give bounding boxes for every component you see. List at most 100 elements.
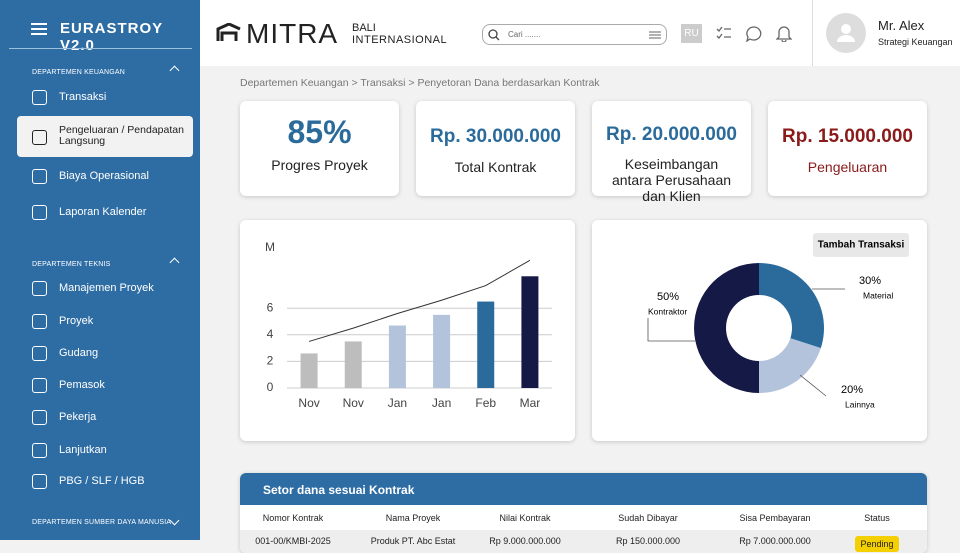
logo-sub: INTERNASIONAL <box>352 34 448 46</box>
stat-card: Rp. 30.000.000 Total Kontrak <box>416 101 575 196</box>
x-tick-label: Nov <box>298 396 319 410</box>
stat-label: Pengeluaran <box>807 159 888 175</box>
logo: MITRA <box>246 18 339 49</box>
y-tick-label: 2 <box>267 354 274 368</box>
menu-icon <box>32 314 47 329</box>
donut-chart-card: Tambah Transaksi 30% Material 20% Lainnya 50%… <box>592 220 927 441</box>
menu-icon <box>32 346 47 361</box>
leader-line <box>799 374 827 397</box>
add-transaction-button[interactable] <box>813 233 909 257</box>
menu-icon <box>32 205 47 220</box>
chat-icon[interactable] <box>746 26 762 42</box>
bar <box>300 353 318 388</box>
table-cell: Rp 150.000.000 <box>615 536 681 546</box>
topbar: MITRA BALI INTERNASIONAL Cari ....... RU… <box>200 0 960 66</box>
menu-item[interactable]: Gudang <box>59 347 99 359</box>
y-tick-label: 0 <box>267 380 274 394</box>
menu-item[interactable]: Lanjutkan <box>59 444 107 456</box>
stat-card: Rp. 15.000.000 Pengeluaran <box>768 101 927 196</box>
search-box[interactable]: Cari ....... <box>482 24 667 45</box>
slice-percent: 50% <box>657 291 679 303</box>
donut-chart: Tambah Transaksi 30% Material 20% Lainnya 50%… <box>647 233 909 409</box>
bell-icon[interactable] <box>776 25 792 42</box>
status-badge: Pending <box>855 536 899 552</box>
menu-item[interactable]: Pemasok <box>59 379 105 391</box>
y-tick-label: 6 <box>267 300 274 314</box>
stat-value: Rp. 15.000.000 <box>782 125 913 147</box>
x-tick-label: Mar <box>520 396 541 410</box>
search-placeholder: Cari ....... <box>508 30 541 39</box>
tasks-icon[interactable] <box>716 26 732 41</box>
menu-icon <box>32 410 47 425</box>
table-card: Setor dana sesuai Kontrak Nomor Kontrak N… <box>240 473 927 553</box>
stat-card: Rp. 20.000.000 Keseimbangan antara Perusa… <box>592 101 751 204</box>
menu-item[interactable]: PBG / SLF / HGB <box>59 475 145 487</box>
x-tick-label: Nov <box>343 396 364 410</box>
avatar[interactable] <box>826 13 866 53</box>
table-header-bar <box>240 473 927 505</box>
slice-label: Kontraktor <box>648 306 687 316</box>
menu-item[interactable]: Transaksi <box>59 91 107 103</box>
menu-icon[interactable] <box>31 22 47 36</box>
slice-label: Material <box>863 290 893 300</box>
x-tick-label: Jan <box>432 396 451 410</box>
collapse-icon[interactable] <box>169 65 180 76</box>
logo-sub: BALI <box>352 22 376 34</box>
section-title: DEPARTEMEN SUMBER DAYA MANUSIA <box>32 519 172 526</box>
x-tick-label: Jan <box>388 396 407 410</box>
table-cell: Produk PT. Abc Estat <box>370 536 456 546</box>
menu-item[interactable]: Biaya Operasional <box>59 170 149 182</box>
stat-label: Progres Proyek <box>271 157 368 173</box>
divider <box>812 0 813 66</box>
menu-icon <box>32 474 47 489</box>
y-unit-label: M <box>265 240 275 254</box>
app-title: EURASTROY V2.0 <box>60 20 163 54</box>
language-button[interactable]: RU <box>681 24 702 43</box>
menu-item[interactable]: Pengeluaran / Pendapatan Langsung <box>59 124 184 147</box>
button-label[interactable]: Tambah Transaksi <box>818 240 905 251</box>
bar-chart-card: M 0 2 4 6 Nov Nov Jan Jan Feb Mar <box>240 220 575 441</box>
stat-label: Keseimbangan antara Perusahaan dan Klien <box>611 156 732 204</box>
section-title: DEPARTEMEN TEKNIS <box>32 261 111 268</box>
divider <box>9 48 192 49</box>
menu-icon <box>32 378 47 393</box>
logo-mark <box>216 23 241 41</box>
breadcrumb: Departemen Keuangan > Transaksi > Penyet… <box>240 77 600 89</box>
column-header: Nilai Kontrak <box>499 513 551 523</box>
y-tick-label: 4 <box>267 327 274 341</box>
column-header: Sudah Dibayar <box>618 513 678 523</box>
menu-item[interactable]: Manajemen Proyek <box>59 282 154 294</box>
table-cell: Rp 7.000.000.000 <box>739 536 811 546</box>
table-cell: Rp 9.000.000.000 <box>489 536 561 546</box>
table-title: Setor dana sesuai Kontrak <box>263 483 415 497</box>
column-header: Nama Proyek <box>385 513 441 523</box>
bar <box>433 314 451 388</box>
search-icon <box>488 29 500 41</box>
slice-label: Lainnya <box>845 399 875 409</box>
bar-chart: M 0 2 4 6 Nov Nov Jan Jan Feb Mar <box>265 240 552 410</box>
section-title: DEPARTEMEN KEUANGAN <box>32 69 126 76</box>
menu-icon <box>32 90 47 105</box>
slice-percent: 30% <box>859 275 881 287</box>
collapse-icon[interactable] <box>169 257 180 268</box>
donut-slice <box>694 263 759 393</box>
bar <box>344 341 362 388</box>
bar <box>388 325 406 388</box>
menu-item[interactable]: Laporan Kalender <box>59 206 147 218</box>
menu-item[interactable]: Proyek <box>59 315 94 327</box>
menu-item[interactable]: Pekerja <box>59 411 97 423</box>
x-tick-label: Feb <box>475 396 496 410</box>
slice-percent: 20% <box>841 384 863 396</box>
column-header: Sisa Pembayaran <box>739 513 811 523</box>
bar <box>521 276 539 388</box>
stat-value: Rp. 20.000.000 <box>606 123 737 145</box>
trend-line <box>308 259 531 342</box>
stat-value: Rp. 30.000.000 <box>430 125 561 147</box>
filter-icon[interactable] <box>649 29 661 41</box>
table-cell: 001-00/KMBI-2025 <box>255 536 331 546</box>
leader-line <box>647 318 695 342</box>
donut-slice <box>759 338 821 393</box>
bar <box>477 301 495 388</box>
user-role: Strategi Keuangan <box>878 37 953 47</box>
